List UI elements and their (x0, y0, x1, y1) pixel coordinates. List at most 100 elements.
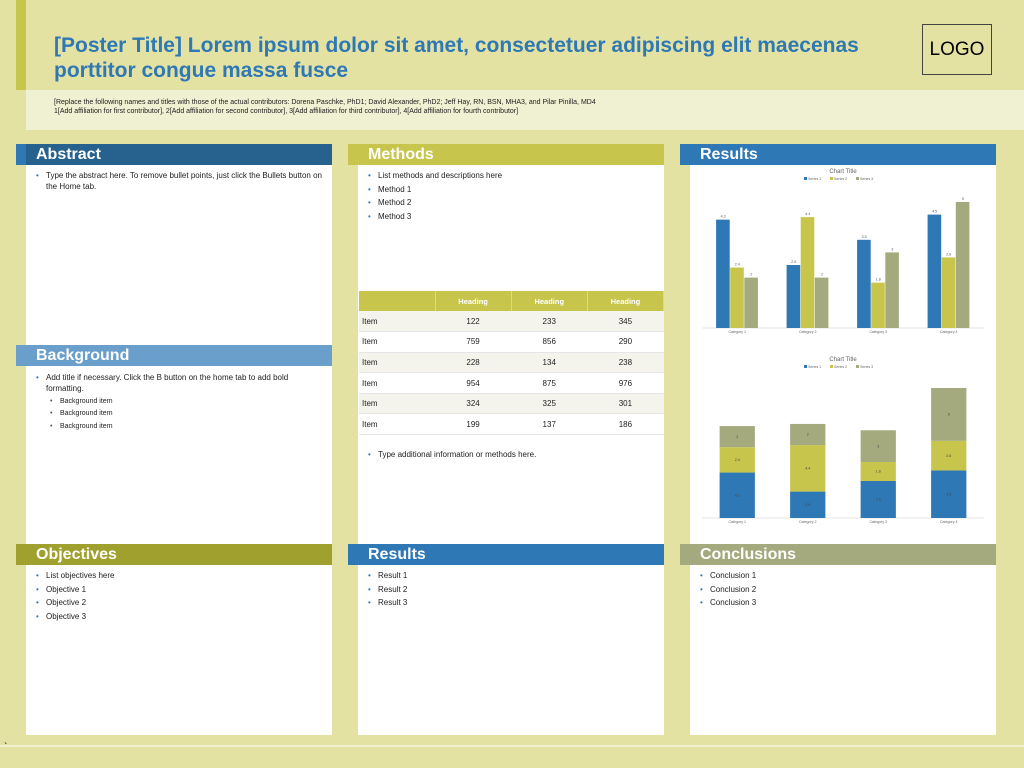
results-item: Result 3 (366, 597, 658, 608)
x-tick-label: Category 2 (799, 520, 817, 524)
table-cell: 290 (587, 331, 664, 353)
data-label: 4.3 (735, 493, 740, 497)
table-cell: 228 (435, 352, 512, 374)
data-label: 4.5 (932, 210, 937, 214)
table-row: Item 228 134 238 (359, 352, 664, 374)
table-header-cell: Heading (435, 291, 512, 311)
legend-swatch (804, 177, 807, 180)
table-cell: 324 (435, 393, 512, 415)
objectives-item: Objective 3 (34, 611, 326, 622)
table-cell: 238 (587, 352, 664, 374)
table-row: Item 954 875 976 (359, 372, 664, 394)
data-label: 3.5 (876, 498, 881, 502)
data-label: 2 (750, 273, 752, 277)
table-cell: 856 (511, 331, 588, 353)
bar (786, 265, 801, 328)
table-cell: 122 (435, 311, 512, 333)
stacked-segment (790, 423, 826, 446)
background-sub-item: Background item (34, 422, 326, 432)
legend-swatch (830, 177, 833, 180)
results-list: Result 1 Result 2 Result 3 (366, 570, 658, 611)
background-item: Add title if necessary. Click the B butt… (34, 372, 326, 394)
stacked-segment (860, 430, 896, 462)
methods-additional-list: Type additional information or methods h… (366, 449, 658, 463)
data-label: 2.5 (805, 503, 810, 507)
table-cell: 875 (511, 372, 588, 394)
table-cell: 199 (435, 413, 512, 436)
data-label: 5 (948, 413, 950, 417)
data-label: 2.4 (735, 263, 740, 267)
abstract-item: Type the abstract here. To remove bullet… (34, 170, 326, 192)
conclusions-item: Conclusion 1 (698, 570, 990, 581)
methods-accent (348, 144, 358, 165)
conclusions-heading: Conclusions (690, 544, 996, 565)
stacked-segment (860, 461, 896, 482)
table-row: Item 199 137 186 (359, 413, 664, 436)
data-label: 4.4 (805, 212, 810, 216)
table-cell: Item (359, 372, 435, 394)
x-tick-label: Category 1 (728, 520, 746, 524)
table-cell: 976 (587, 372, 664, 394)
data-label: 2 (821, 273, 823, 277)
poster-header: [Poster Title] Lorem ipsum dolor sit ame… (0, 0, 1024, 130)
table-cell: 301 (587, 393, 664, 415)
legend-swatch (856, 177, 859, 180)
table-header-cell (359, 291, 436, 311)
results-mid-heading: Results (358, 544, 664, 565)
results-right-accent (680, 144, 690, 165)
middle-column-panel (358, 144, 664, 735)
table-cell: 759 (435, 331, 512, 353)
objectives-item: Objective 1 (34, 584, 326, 595)
table-row: Item 324 325 301 (359, 393, 664, 415)
table-cell: Item (359, 393, 435, 415)
conclusions-item: Conclusion 2 (698, 584, 990, 595)
legend-swatch (830, 365, 833, 368)
clustered-bar-chart: Chart Title Series 1 Series 2 Series 3 Categ… (702, 169, 984, 334)
table-cell: 233 (511, 311, 588, 333)
table-cell: 137 (511, 413, 588, 436)
legend-swatch (856, 365, 859, 368)
methods-list: List methods and descriptions here Metho… (366, 170, 658, 224)
data-label: 2.5 (791, 260, 796, 264)
table-row: Item 122 233 345 (359, 311, 664, 333)
stacked-segment (790, 491, 826, 518)
methods-item: Method 1 (366, 184, 658, 195)
stacked-segment (719, 472, 755, 518)
data-label: 4.4 (805, 467, 810, 471)
stacked-bar-chart: Chart Title Series 1 Series 2 Series 3 Categ… (702, 357, 984, 524)
table-cell: 134 (511, 352, 588, 374)
footer-mark: ` (4, 742, 8, 753)
results-mid-accent (348, 544, 358, 565)
legend-label: Series 2 (834, 177, 847, 181)
legend-label: Series 2 (834, 365, 847, 369)
objectives-item: List objectives here (34, 570, 326, 581)
abstract-heading: Abstract (26, 144, 332, 165)
bar (730, 267, 744, 328)
bar (927, 214, 942, 328)
legend-label: Series 1 (808, 365, 821, 369)
x-tick-label: Category 4 (940, 330, 958, 334)
methods-item: List methods and descriptions here (366, 170, 658, 181)
x-tick-label: Category 1 (728, 330, 746, 334)
objectives-list: List objectives here Objective 1 Objecti… (34, 570, 326, 624)
contributors-names: [Replace the following names and titles … (54, 99, 596, 106)
table-header-row: Heading Heading Heading (359, 291, 665, 311)
bar (744, 277, 758, 328)
contributors: [Replace the following names and titles … (54, 98, 854, 116)
legend-label: Series 3 (860, 365, 873, 369)
results-right-heading: Results (690, 144, 996, 165)
x-tick-label: Category 3 (869, 330, 887, 334)
table-cell: 325 (511, 393, 588, 415)
table-row: Item 759 856 290 (359, 331, 664, 353)
stacked-segment (931, 470, 967, 518)
chart-title: Chart Title (829, 169, 857, 175)
data-label: 1.8 (876, 278, 881, 282)
contributors-affiliations: 1[Add affiliation for first contributor]… (54, 108, 519, 115)
conclusions-accent (680, 544, 690, 565)
stacked-segment (719, 447, 755, 473)
data-label: 2 (807, 433, 809, 437)
table-cell: 186 (587, 413, 664, 436)
objectives-accent (16, 544, 26, 565)
objectives-item: Objective 2 (34, 597, 326, 608)
methods-item: Method 3 (366, 211, 658, 222)
